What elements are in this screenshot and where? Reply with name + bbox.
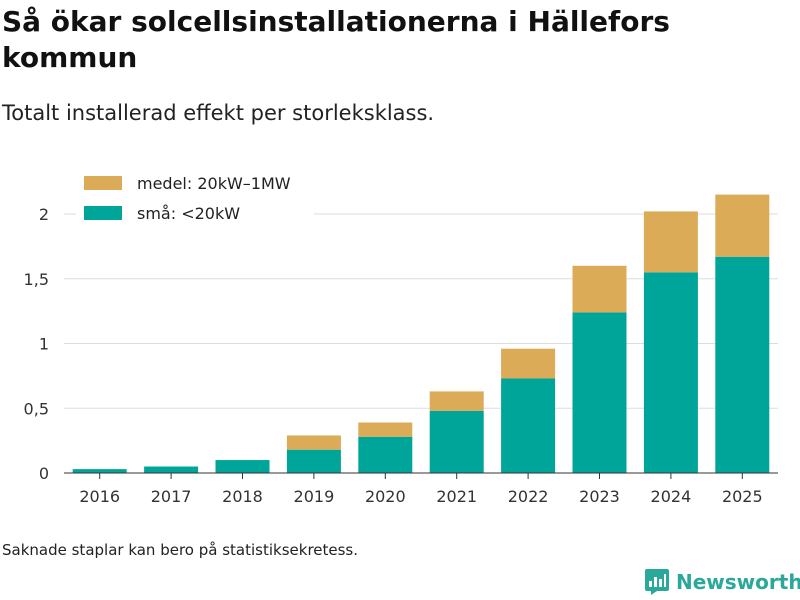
x-tick-label: 2017 <box>151 487 192 506</box>
bar-sma-2019 <box>286 449 341 473</box>
stacked-bar-chart: 0 0,5 1 1,5 2 2016 2017 2018 2019 2020 2021 2022 202… <box>24 168 778 506</box>
bar-medel-2019 <box>286 435 341 450</box>
legend-label: små: <20kW <box>137 204 240 223</box>
y-tick-label: 1,5 <box>24 270 49 289</box>
brand-logo: Newsworthy <box>644 568 800 596</box>
x-tick-label: 2018 <box>222 487 263 506</box>
bar-sma-2021 <box>429 410 484 473</box>
x-tick-label: 2024 <box>651 487 692 506</box>
legend-swatch <box>84 206 122 220</box>
chart-title: Så ökar solcellsinstallationerna i Hälle… <box>2 5 670 74</box>
legend-swatch <box>84 176 122 190</box>
x-tick-label: 2021 <box>436 487 477 506</box>
bar-medel-2025 <box>715 194 770 257</box>
bar-sma-2018 <box>215 460 270 473</box>
x-tick-label: 2023 <box>579 487 620 506</box>
footnote: Saknade staplar kan bero på statistiksek… <box>2 541 359 559</box>
bar-medel-2024 <box>643 211 698 273</box>
newsworthy-icon <box>645 569 669 595</box>
x-tick-label: 2016 <box>79 487 120 506</box>
x-tick-label: 2022 <box>508 487 549 506</box>
bar-sma-2016 <box>72 469 127 473</box>
y-tick-label: 0 <box>39 464 49 483</box>
x-tick-label: 2025 <box>722 487 763 506</box>
bar-sma-2017 <box>144 466 199 473</box>
bar-sma-2025 <box>715 256 770 473</box>
axes: 0 0,5 1 1,5 2 2016 2017 2018 2019 2020 2021 2022 202… <box>24 205 778 506</box>
y-tick-label: 2 <box>39 205 49 224</box>
y-tick-label: 0,5 <box>24 399 49 418</box>
x-tick-label: 2020 <box>365 487 406 506</box>
bar-sma-2022 <box>501 378 556 473</box>
bar-sma-2020 <box>358 436 413 473</box>
y-tick-label: 1 <box>39 335 49 354</box>
bar-sma-2023 <box>572 312 627 473</box>
bar-medel-2021 <box>429 391 484 411</box>
chart-subtitle: Totalt installerad effekt per storlekskl… <box>2 101 435 125</box>
bar-sma-2024 <box>643 272 698 473</box>
bar-medel-2022 <box>501 348 556 379</box>
bar-medel-2023 <box>572 265 627 313</box>
x-tick-label: 2019 <box>294 487 335 506</box>
bars <box>72 194 770 473</box>
legend: medel: 20kW–1MW små: <20kW <box>76 168 314 224</box>
legend-label: medel: 20kW–1MW <box>137 174 291 193</box>
bar-medel-2020 <box>358 422 413 437</box>
brand-name: Newsworthy <box>676 570 800 594</box>
